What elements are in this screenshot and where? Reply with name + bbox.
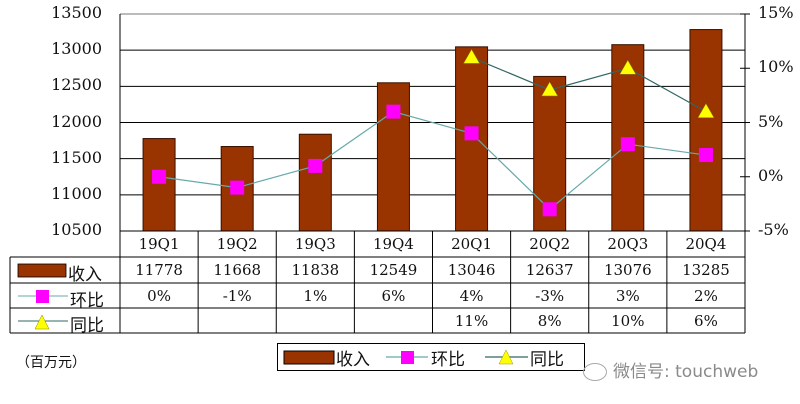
category-label: 20Q2 — [529, 235, 571, 253]
qoq-marker — [464, 126, 479, 141]
qoq-cell: 6% — [381, 287, 406, 305]
right-tick-label: 5% — [758, 111, 784, 131]
revenue-cell: 12637 — [525, 261, 574, 279]
left-tick-label: 13500 — [51, 3, 102, 22]
legend-yoy-label: 同比 — [530, 350, 564, 370]
wechat-icon — [583, 363, 607, 381]
qoq-marker — [230, 180, 245, 195]
row-label-yoy: 同比 — [70, 316, 104, 336]
category-label: 19Q3 — [294, 235, 336, 253]
watermark: 微信号: touchweb — [583, 357, 758, 382]
revenue-bar — [689, 29, 723, 232]
unit-label: （百万元） — [16, 355, 86, 371]
left-tick-label: 11000 — [51, 183, 102, 203]
qoq-cell: 1% — [303, 287, 328, 305]
right-tick-label: 15% — [758, 3, 794, 22]
qoq-cell: -3% — [535, 287, 565, 305]
qoq-marker — [308, 158, 323, 173]
yoy-cell: 8% — [537, 312, 562, 330]
qoq-marker — [386, 104, 401, 119]
qoq-cell: 0% — [147, 287, 171, 305]
left-tick-label: 13000 — [51, 39, 102, 59]
row-label-qoq: 环比 — [70, 291, 104, 311]
qoq-marker — [620, 137, 635, 152]
qoq-square-marker-icon — [401, 351, 414, 364]
left-tick-label: 10500 — [51, 220, 102, 239]
left-tick-label: 11500 — [51, 147, 102, 167]
qoq-cell: 2% — [694, 287, 718, 305]
category-label: 19Q1 — [138, 235, 180, 253]
legend-qoq-label: 环比 — [431, 350, 465, 370]
yoy-cell: 6% — [694, 312, 718, 330]
category-label: 19Q2 — [216, 235, 258, 253]
category-label: 19Q4 — [372, 235, 414, 253]
revenue-cell: 11778 — [135, 261, 183, 279]
yoy-marker — [541, 81, 559, 97]
yoy-triangle-marker-icon — [498, 349, 514, 365]
revenue-cell: 11668 — [213, 261, 262, 279]
revenue-cell: 13285 — [682, 261, 730, 279]
yoy-cell: 10% — [611, 312, 645, 330]
yoy-marker — [463, 48, 480, 64]
revenue-swatch-icon — [283, 350, 335, 365]
right-tick-label: 10% — [758, 57, 794, 77]
revenue-cell: 11838 — [291, 261, 340, 279]
yoy-cell: 11% — [454, 312, 489, 330]
right-tick-label: -5% — [758, 220, 789, 239]
legend-revenue-label: 收入 — [336, 350, 370, 370]
revenue-cell: 12549 — [369, 261, 418, 279]
qoq-marker — [698, 148, 713, 163]
qoq-cell: 4% — [459, 287, 484, 305]
category-label: 20Q4 — [685, 235, 727, 253]
left-tick-label: 12000 — [51, 111, 102, 131]
yoy-marker — [697, 103, 715, 118]
qoq-marker — [542, 202, 557, 217]
qoq-marker — [152, 169, 167, 184]
chart-legend: 收入 环比 同比 — [277, 343, 585, 371]
right-tick-label: 0% — [758, 165, 784, 185]
revenue-bar — [298, 133, 332, 232]
revenue-cell: 13076 — [603, 261, 652, 279]
revenue-bar — [142, 138, 176, 232]
row-label-revenue: 收入 — [68, 265, 102, 285]
category-label: 20Q3 — [607, 235, 649, 253]
category-label: 20Q1 — [451, 235, 493, 253]
left-tick-label: 12500 — [51, 75, 102, 95]
qoq-cell: 3% — [615, 287, 640, 305]
revenue-cell: 13046 — [447, 261, 496, 279]
qoq-cell: -1% — [222, 287, 252, 305]
yoy-marker — [619, 59, 637, 75]
